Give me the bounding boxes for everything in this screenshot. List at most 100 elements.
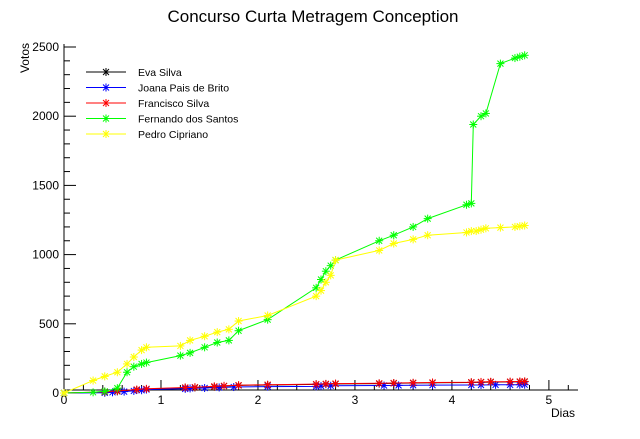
legend-entry: Eva Silva	[86, 67, 182, 79]
data-point	[129, 353, 138, 362]
legend-marker	[102, 114, 110, 123]
data-point	[129, 362, 138, 371]
data-point	[190, 383, 199, 392]
data-point	[481, 109, 490, 118]
x-tick-label: 4	[449, 393, 456, 407]
legend-entry: Joana Pais de Brito	[86, 83, 229, 95]
data-point	[113, 368, 122, 377]
data-point	[409, 222, 418, 231]
data-point	[224, 325, 233, 334]
data-point	[423, 214, 432, 223]
data-point	[496, 59, 505, 68]
y-tick-label: 1500	[32, 178, 59, 192]
data-point	[520, 51, 529, 60]
data-point	[423, 231, 432, 240]
data-point	[186, 336, 195, 345]
legend-marker	[102, 83, 110, 92]
legend-marker	[102, 68, 110, 76]
x-tick-label: 1	[158, 393, 165, 407]
legend: Eva Silva Joana Pais de Brito Francisco Si…	[86, 67, 238, 141]
data-point	[100, 387, 109, 396]
data-point	[142, 358, 151, 367]
data-point	[506, 377, 515, 386]
data-point	[428, 378, 437, 387]
data-point	[142, 384, 151, 393]
data-point	[142, 343, 151, 352]
data-point	[389, 231, 398, 240]
data-point	[375, 246, 384, 255]
data-point	[213, 328, 222, 337]
data-point	[312, 292, 321, 301]
data-point	[186, 348, 195, 357]
data-point	[132, 385, 141, 394]
x-tick-label: 2	[255, 393, 262, 407]
data-point	[89, 388, 98, 397]
legend-entry: Pedro Cipriano	[86, 129, 208, 141]
x-axis-label: Dias	[551, 406, 575, 420]
data-point	[89, 376, 98, 385]
data-point	[200, 332, 209, 341]
data-point	[491, 380, 500, 389]
x-tick-label: 0	[61, 393, 68, 407]
data-point	[331, 256, 340, 265]
data-point	[123, 368, 132, 377]
data-point	[389, 239, 398, 248]
data-point	[123, 359, 132, 368]
series-line-fernando-dos-santos	[63, 54, 525, 394]
data-point	[100, 372, 109, 381]
y-axis-label: Votos	[18, 43, 32, 73]
data-point	[317, 286, 325, 295]
legend-entry: Fernando dos Santos	[86, 114, 238, 126]
data-point	[462, 200, 471, 209]
y-tick-label: 1000	[32, 248, 59, 262]
data-point	[213, 338, 222, 347]
x-tick-label: 5	[546, 393, 553, 407]
data-point	[469, 120, 478, 129]
data-point	[481, 224, 490, 233]
data-point	[467, 199, 476, 208]
chart-title: Concurso Curta Metragem Conception	[167, 7, 458, 26]
y-tick-label: 2000	[32, 109, 59, 123]
data-point	[389, 379, 398, 388]
plot-area: 0 1 2 3 4 5 0 500 1000 1500 2000 2500	[32, 40, 578, 407]
data-point	[496, 223, 505, 232]
data-point	[200, 384, 209, 393]
legend-label: Eva Silva	[138, 67, 182, 79]
legend-marker	[102, 130, 110, 138]
x-tick-label: 3	[352, 393, 359, 407]
data-point	[263, 311, 272, 320]
data-point	[477, 225, 486, 234]
data-point	[326, 271, 335, 280]
data-point	[60, 389, 68, 397]
y-tick-label: 0	[52, 386, 59, 400]
data-point	[409, 378, 418, 387]
data-point	[224, 336, 233, 345]
legend-label: Joana Pais de Brito	[138, 83, 229, 95]
data-point	[375, 379, 384, 388]
data-point	[176, 351, 185, 360]
data-point	[312, 380, 321, 389]
data-point	[181, 383, 190, 392]
data-point	[486, 377, 495, 386]
data-point	[137, 359, 146, 368]
legend-entry: Francisco Silva	[86, 98, 209, 110]
data-point	[467, 378, 476, 387]
data-point	[520, 221, 529, 230]
data-point	[510, 54, 519, 63]
data-point	[263, 380, 272, 389]
legend-label: Pedro Cipriano	[138, 129, 208, 141]
data-point	[477, 377, 486, 386]
data-point	[120, 387, 129, 396]
data-point	[515, 52, 524, 61]
legend-label: Francisco Silva	[138, 98, 209, 110]
data-point	[200, 343, 209, 352]
data-point	[234, 317, 243, 326]
data-point	[375, 236, 384, 245]
data-point	[467, 227, 476, 236]
y-tick-label: 2500	[32, 40, 59, 54]
data-point	[234, 381, 243, 390]
data-point	[331, 379, 340, 388]
data-point	[520, 377, 529, 386]
